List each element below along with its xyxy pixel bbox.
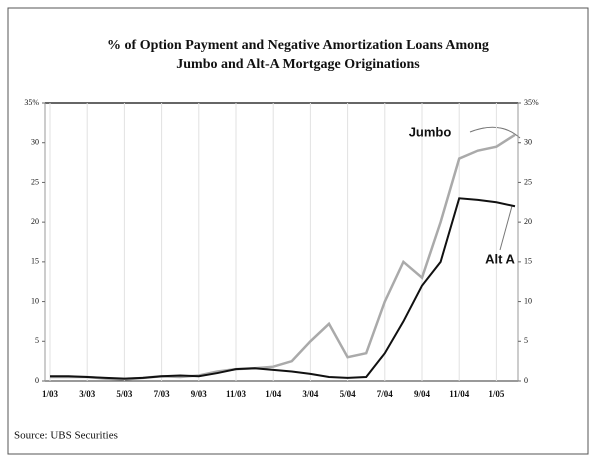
y-tick-label: 25	[31, 177, 39, 186]
x-tick-label: 1/03	[42, 389, 59, 399]
y2-tick-label: 15	[524, 257, 532, 266]
y-tick-label: 0	[35, 376, 39, 385]
x-tick-label: 5/04	[340, 389, 357, 399]
y-tick-label: 20	[31, 217, 39, 226]
x-tick-label: 3/03	[79, 389, 96, 399]
y-tick-label: 10	[31, 296, 39, 305]
x-tick-label: 9/03	[191, 389, 208, 399]
x-tick-label: 1/04	[265, 389, 282, 399]
series-line	[50, 197, 516, 380]
y2-tick-label: 5	[524, 336, 528, 345]
chart-title: % of Option Payment and Negative Amortiz…	[107, 38, 489, 53]
x-tick-label: 7/03	[154, 389, 171, 399]
x-tick-label: 11/04	[449, 389, 470, 399]
x-tick-label: 7/04	[377, 389, 394, 399]
x-tick-label: 11/03	[226, 389, 247, 399]
series-label: Jumbo	[409, 124, 452, 139]
y2-tick-label: 10	[524, 296, 532, 305]
y2-tick-label: 30	[524, 138, 532, 147]
y-tick-label: 5	[35, 336, 39, 345]
y2-tick-label: 20	[524, 217, 532, 226]
pointer	[499, 205, 513, 251]
series-label: Alt A	[485, 251, 515, 266]
y-tick-label: 35%	[24, 98, 39, 107]
y-tick-label: 30	[31, 138, 39, 147]
x-tick-label: 5/03	[116, 389, 133, 399]
x-tick-label: 3/04	[302, 389, 319, 399]
y2-tick-label: 0	[524, 376, 528, 385]
y2-tick-label: 35%	[524, 98, 539, 107]
x-tick-label: 1/05	[488, 389, 505, 399]
y-tick-label: 15	[31, 257, 39, 266]
series-line	[50, 133, 516, 381]
pointer	[469, 126, 521, 139]
frame	[7, 7, 589, 455]
source: Source: UBS Securities	[14, 430, 118, 442]
y2-tick-label: 25	[524, 177, 532, 186]
x-tick-label: 9/04	[414, 389, 431, 399]
chart-subtitle: Jumbo and Alt-A Mortgage Originations	[176, 57, 420, 72]
